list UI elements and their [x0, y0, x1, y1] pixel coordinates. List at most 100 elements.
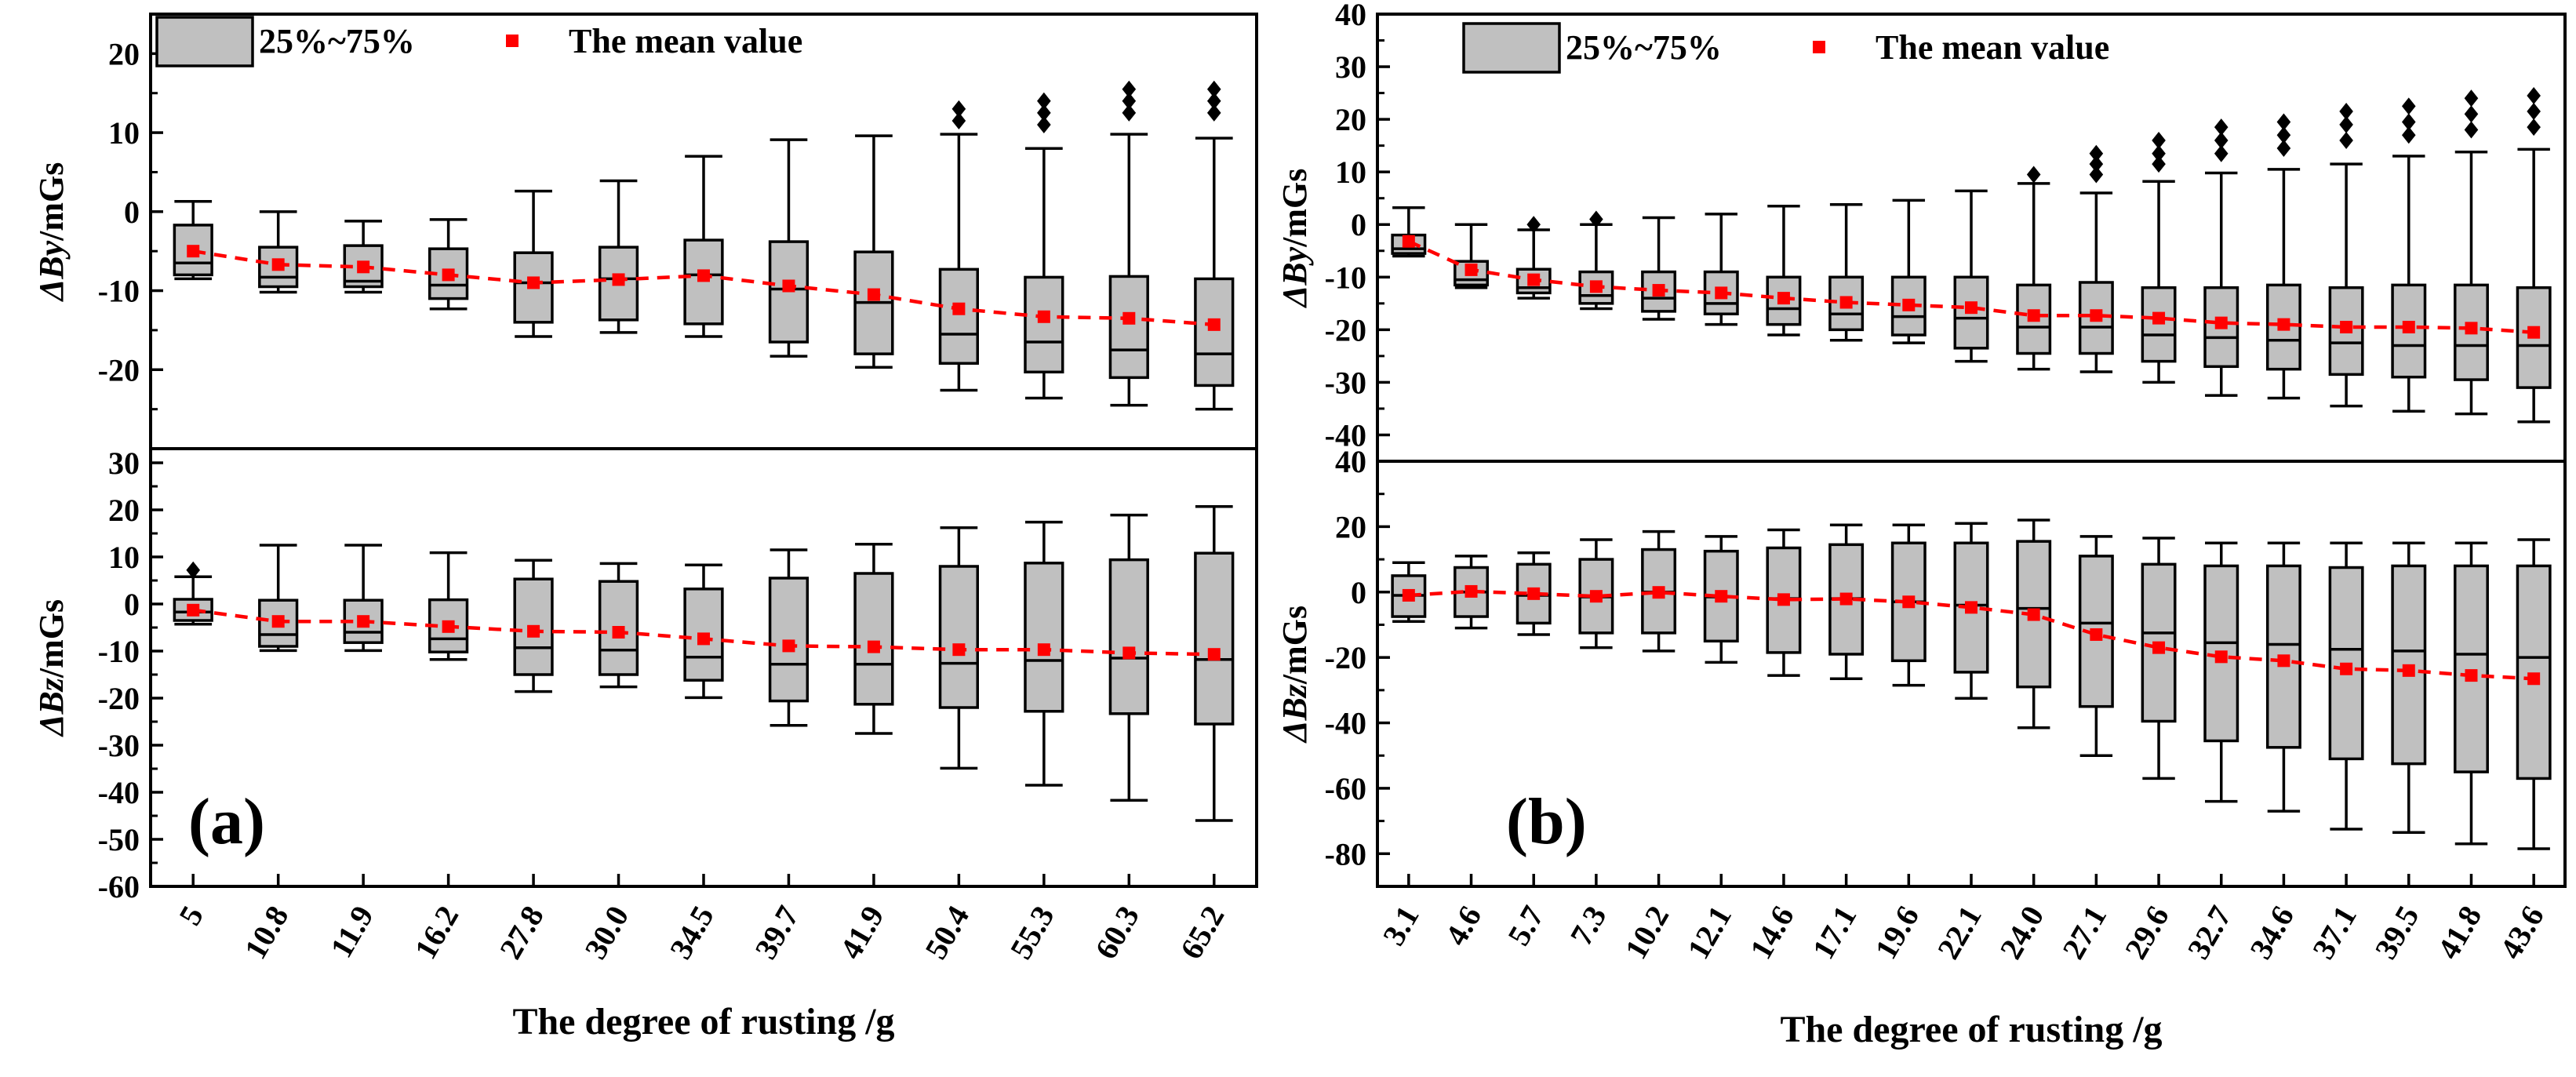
- x-tick-label: 16.2: [407, 900, 465, 965]
- x-tick-label: 43.6: [2493, 900, 2551, 965]
- outlier-marker: [1122, 92, 1137, 110]
- box-9: [938, 526, 979, 770]
- y-tick-label: -10: [1325, 260, 1366, 295]
- outlier-marker: [2152, 155, 2166, 173]
- outlier-marker: [2527, 103, 2541, 121]
- box-6: [683, 155, 724, 338]
- iqr-box: [1108, 558, 1149, 715]
- panel-b: -40 -30 -20 -10 0 10 20 30 40 ΔBy/mGs -80 -60 -40 -20…: [1275, 0, 2567, 1050]
- mean-marker: [1965, 601, 1977, 614]
- x-tick-label: 12.1: [1680, 900, 1738, 965]
- mean-marker: [2527, 326, 2541, 339]
- box-5: [598, 179, 639, 334]
- outlier-marker: [2276, 126, 2291, 144]
- box-16: [2391, 97, 2427, 413]
- box-17: [2454, 541, 2489, 846]
- outlier-marker: [2401, 113, 2416, 131]
- outlier-marker: [951, 111, 966, 129]
- outlier-marker: [1037, 104, 1051, 122]
- panel-label: (b): [1506, 785, 1587, 858]
- mean-marker: [1652, 284, 1665, 297]
- y-tick-label: 30: [1335, 49, 1366, 85]
- iqr-box: [938, 565, 979, 709]
- mean-marker: [2340, 662, 2353, 675]
- x-tick-label: 41.9: [833, 900, 891, 965]
- iqr-box: [2265, 283, 2301, 371]
- y-tick-label: 40: [1335, 444, 1366, 479]
- y-axis-title: ΔBy/mGs: [1275, 169, 1314, 309]
- mean-marker: [1527, 587, 1541, 600]
- outlier-marker: [2527, 118, 2541, 136]
- x-tick-label: 11.9: [323, 900, 380, 963]
- outlier-marker: [2214, 131, 2229, 149]
- box-14: [2265, 541, 2301, 813]
- panel-a: -20 -10 0 10 20 ΔBy/mGs -60 -50 -40 -30 -20 -10 0 10 2…: [32, 13, 1258, 1042]
- outlier-marker: [1122, 104, 1137, 122]
- box-3: [428, 551, 469, 661]
- mean-marker: [2277, 654, 2290, 668]
- y-tick-label: 40: [1335, 0, 1366, 32]
- box-17: [2454, 89, 2489, 416]
- mean-marker: [2402, 321, 2415, 333]
- y-tick-label: -20: [98, 352, 140, 388]
- mean-marker: [867, 288, 880, 301]
- legend-mean-label: The mean value: [1876, 28, 2109, 67]
- mean-marker: [1902, 595, 1916, 609]
- legend-mean-marker: [1813, 41, 1825, 53]
- outlier-marker: [2089, 166, 2104, 184]
- x-tick-label: 7.3: [1563, 900, 1614, 951]
- x-tick-label: 32.7: [2181, 900, 2239, 965]
- mean-marker: [2277, 318, 2290, 331]
- x-tick-label: 27.8: [493, 900, 551, 965]
- box-18: [2516, 86, 2552, 424]
- iqr-box: [2516, 564, 2552, 780]
- outlier-marker: [1037, 116, 1051, 134]
- x-tick-label: 41.8: [2430, 900, 2488, 965]
- mean-marker: [357, 260, 370, 274]
- box-11: [1108, 513, 1149, 802]
- y-tick-label: 0: [1351, 575, 1366, 610]
- subplot-by: -20 -10 0 10 20 ΔBy/mGs: [32, 13, 1235, 450]
- y-tick-label: -60: [1325, 771, 1366, 806]
- y-tick-label: -30: [1325, 365, 1366, 400]
- x-tick-label: 5: [172, 900, 210, 931]
- y-tick-label: 20: [1335, 509, 1366, 544]
- y-tick-label: 20: [108, 493, 140, 528]
- outlier-marker: [2464, 105, 2479, 123]
- legend-mean-marker: [506, 35, 518, 47]
- x-tick-label: 65.2: [1173, 900, 1232, 965]
- y-axis-title: ΔBy/mGs: [32, 162, 71, 303]
- mean-marker: [1777, 292, 1790, 305]
- mean-marker: [442, 268, 455, 282]
- mean-marker: [2027, 309, 2040, 322]
- iqr-box: [2141, 286, 2177, 363]
- box-1: [258, 210, 299, 294]
- box-12: [1194, 505, 1235, 822]
- iqr-box: [2454, 564, 2489, 773]
- x-tick-label: 24.0: [1993, 900, 2051, 965]
- mean-marker: [1464, 584, 1478, 598]
- outlier-marker: [1037, 92, 1051, 110]
- mean-marker: [1402, 588, 1415, 602]
- mean-marker: [1402, 235, 1415, 248]
- mean-marker: [2465, 322, 2478, 335]
- x-tick-label: 4.6: [1438, 900, 1488, 951]
- outlier-marker: [2214, 118, 2229, 136]
- y-tick-label: 10: [1335, 155, 1366, 190]
- iqr-box: [938, 267, 979, 365]
- box-6: [1766, 205, 1802, 337]
- box-12: [2141, 131, 2177, 384]
- y-tick-label: -10: [98, 274, 140, 309]
- mean-marker: [1527, 273, 1541, 286]
- outlier-marker: [186, 561, 201, 579]
- x-tick-label: 3.1: [1376, 900, 1426, 951]
- x-tick-label: 22.1: [1930, 900, 1988, 965]
- box-18: [2516, 538, 2552, 850]
- mean-marker: [187, 603, 200, 617]
- y-tick-label: 0: [124, 195, 140, 230]
- outlier-marker: [1206, 104, 1221, 122]
- y-tick-label: -40: [98, 775, 140, 810]
- mean-marker: [1715, 286, 1728, 300]
- mean-marker: [2152, 641, 2166, 654]
